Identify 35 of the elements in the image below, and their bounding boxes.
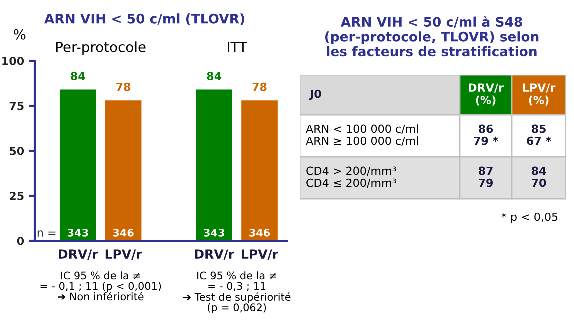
x-tick-label: DRV/r — [59, 250, 98, 260]
category-label: J0 — [309, 90, 322, 100]
data-label: 84 — [207, 72, 222, 80]
annotation: 343 — [68, 228, 88, 237]
annotation: n = — [38, 230, 56, 237]
x-tick-label: LPV/r — [106, 250, 142, 260]
y-tick-label: 0 — [17, 236, 24, 246]
category-label: ARN < 100 000 c/ml ARN ≥ 100 000 c/ml — [306, 124, 418, 146]
annotation: 346 — [250, 228, 270, 237]
text: 86 79 * — [474, 124, 498, 146]
y-axis-title: % — [14, 29, 26, 40]
y-tick-label: 50 — [10, 146, 24, 156]
chart-title: ARN VIH < 50 c/ml (TLOVR) — [44, 14, 244, 26]
data-label: 78 — [252, 82, 267, 92]
text: IC 95 % de la ≠ = - 0,1 ; 11 (p < 0,001) ➔ Non infériorité — [40, 272, 162, 301]
x-tick-label: LPV/r — [242, 250, 278, 260]
y-tick-label: 100 — [2, 56, 24, 66]
x-tick-label: DRV/r — [195, 250, 235, 260]
annotation: 346 — [113, 228, 134, 237]
text: * p < 0,05 — [502, 212, 558, 224]
text: ITT — [228, 42, 248, 52]
text: IC 95 % de la ≠ = - 0,3 ; 11 ➔ Test de supériorité (p = 0,062) — [183, 272, 291, 314]
annotation: 343 — [204, 228, 224, 237]
data-label: 78 — [116, 82, 131, 92]
data-label: 84 — [71, 72, 86, 80]
text: 87 79 — [478, 166, 494, 188]
category-label: DRV/r (%) — [469, 84, 504, 106]
text: 85 67 * — [527, 124, 552, 146]
category-label: CD4 > 200/mm³ CD4 ≤ 200/mm³ — [306, 166, 396, 188]
y-tick-label: 25 — [10, 192, 24, 200]
text: 84 70 — [532, 166, 546, 188]
text: ARN VIH < 50 c/ml à S48 (per-protocole, TLOVR) selon les facteurs de stratification — [325, 16, 539, 57]
category-label: LPV/r (%) — [523, 84, 556, 106]
text: Per-protocole — [56, 42, 146, 56]
y-tick-label: 75 — [10, 102, 24, 110]
